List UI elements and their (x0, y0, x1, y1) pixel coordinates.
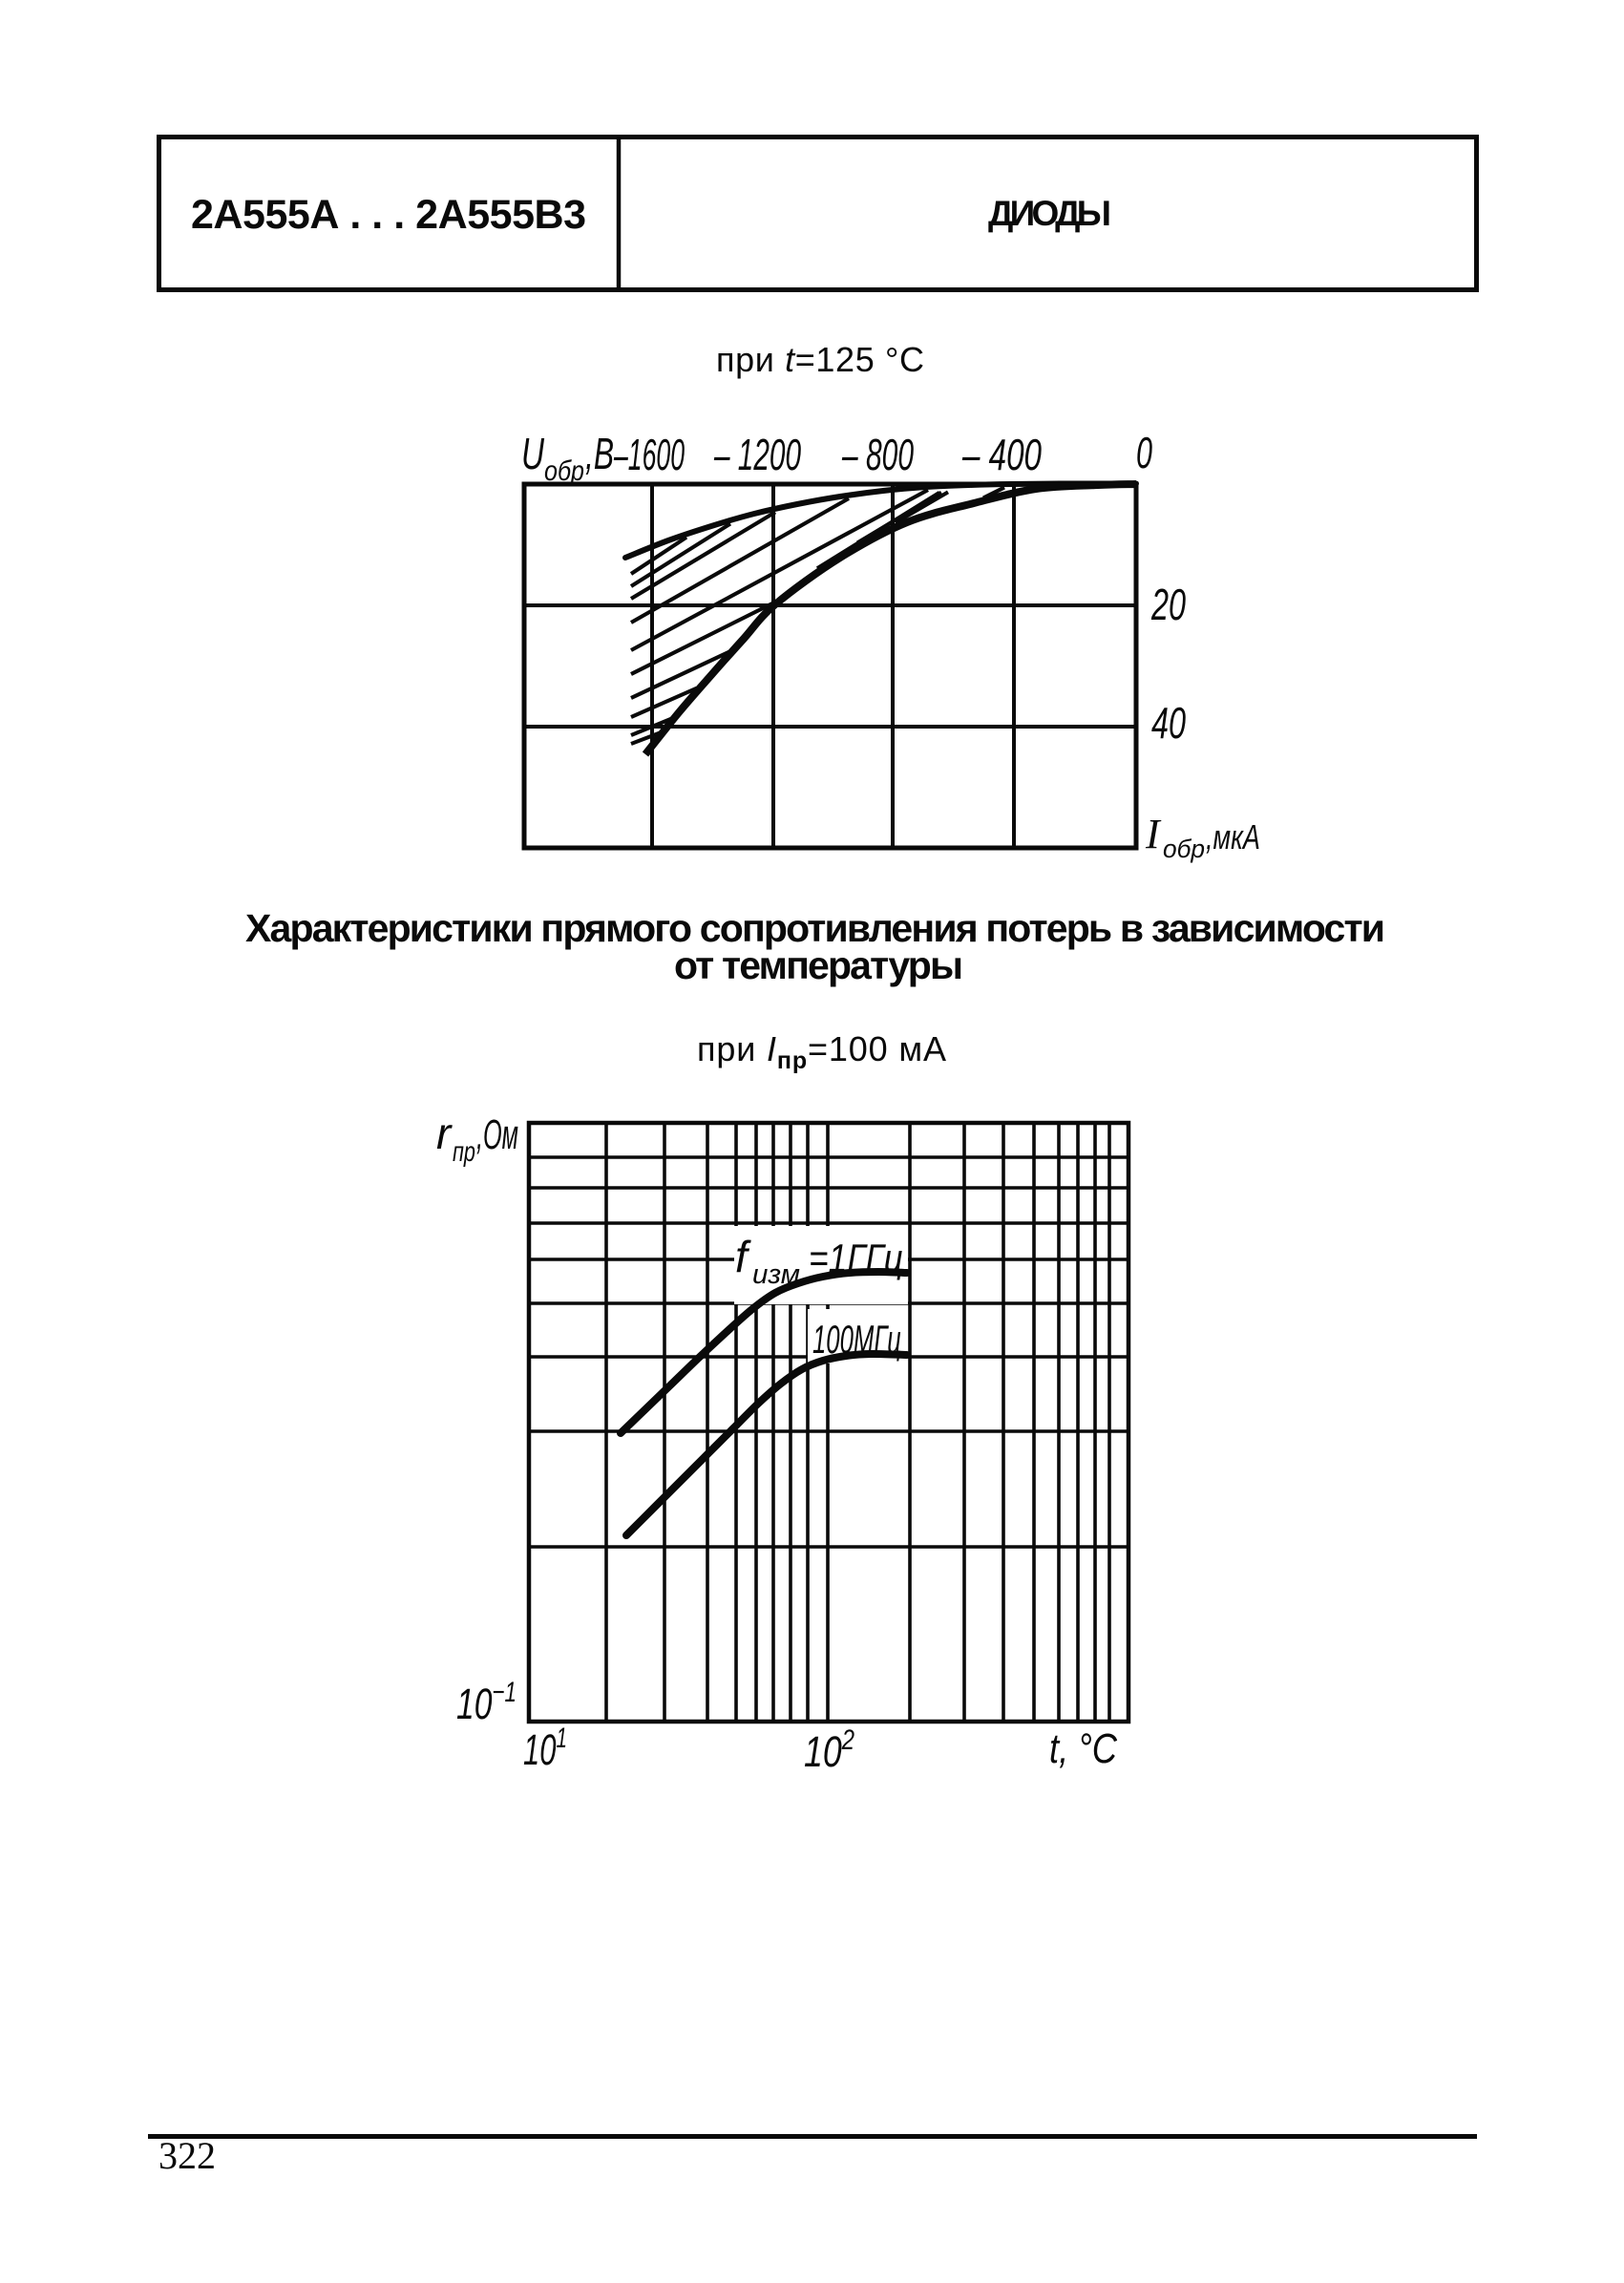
svg-text:– 800: – 800 (841, 430, 914, 479)
svg-text:от температуры: от температуры (674, 943, 963, 987)
svg-text:– 1200: – 1200 (713, 430, 801, 479)
svg-text:пр: пр (453, 1136, 475, 1168)
svg-text:–1600: –1600 (613, 430, 685, 479)
svg-text:изм: изм (752, 1259, 800, 1290)
svg-text:t, °C: t, °C (1049, 1725, 1118, 1772)
svg-text:обр: обр (544, 455, 584, 487)
svg-text:20: 20 (1150, 580, 1186, 629)
svg-text:,В: ,В (585, 429, 614, 478)
svg-text:40: 40 (1151, 698, 1186, 748)
svg-text:,мкА: ,мкА (1206, 817, 1260, 856)
svg-text:при Iпр=100 мА: при Iпр=100 мА (697, 1029, 946, 1074)
svg-text:ДИОДЫ: ДИОДЫ (988, 194, 1111, 233)
svg-text:=1ГГц: =1ГГц (809, 1236, 903, 1280)
svg-text:– 400: – 400 (961, 430, 1042, 479)
svg-text:2А555А . . . 2А555В3: 2А555А . . . 2А555В3 (191, 192, 586, 238)
svg-text:100МГц: 100МГц (812, 1317, 901, 1362)
svg-text:322: 322 (158, 2134, 216, 2177)
svg-text:r: r (436, 1109, 453, 1158)
svg-text:f: f (735, 1232, 751, 1281)
svg-text:102: 102 (804, 1724, 854, 1776)
svg-text:обр: обр (1163, 835, 1205, 863)
svg-text:,Ом: ,Ом (476, 1111, 518, 1158)
svg-text:0: 0 (1136, 428, 1152, 477)
svg-text:Характеристики прямого сопроти: Характеристики прямого сопротивления пот… (245, 906, 1385, 950)
svg-text:при t=125 °C: при t=125 °C (716, 340, 924, 379)
svg-text:I: I (1145, 811, 1162, 857)
svg-text:U: U (521, 429, 545, 478)
